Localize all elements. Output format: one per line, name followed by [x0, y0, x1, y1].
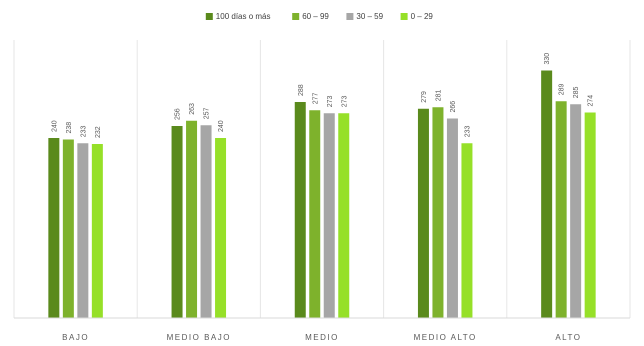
category-labels: BAJO MEDIO BAJO MEDIO MEDIO ALTO ALTO	[62, 333, 581, 342]
bar-medio-bajo-100-dias-o-mas	[171, 126, 183, 318]
bar-alto-30-59	[570, 104, 582, 318]
bar-alto-60-99	[555, 101, 567, 318]
data-label: 240	[218, 120, 225, 132]
category-separators	[13, 40, 631, 318]
data-label: 233	[80, 125, 87, 137]
legend-swatch	[205, 13, 213, 20]
legend-item-60-99: 60 – 99	[292, 12, 329, 21]
legend-label: 0 – 29	[411, 12, 434, 21]
data-label: 240	[51, 120, 58, 132]
bar-medio-bajo-30-59	[200, 125, 212, 318]
bar-medio-100-dias-o-mas	[294, 102, 306, 318]
data-label: 238	[66, 122, 73, 134]
data-label: 257	[204, 107, 211, 119]
category-label-medio-alto: MEDIO ALTO	[414, 333, 477, 342]
bar-alto-100-dias-o-mas	[541, 70, 553, 318]
data-label: 288	[298, 84, 305, 96]
legend-swatch	[400, 13, 408, 20]
category-label-bajo: BAJO	[62, 333, 89, 342]
data-labels: 240 238 233 232 256 263 257 240 288 277 273 273 279 2…	[51, 53, 594, 138]
legend-label: 60 – 99	[302, 12, 329, 21]
data-label: 289	[559, 83, 566, 95]
data-label: 330	[544, 53, 551, 65]
bar-medio-alto-60-99	[432, 107, 444, 318]
data-label: 256	[175, 108, 182, 120]
bar-medio-bajo-0-29	[215, 138, 227, 318]
data-label: 232	[95, 126, 102, 138]
bar-bajo-100-dias-o-mas	[48, 138, 60, 318]
legend-item-100-dias-o-mas: 100 días o más	[205, 12, 271, 21]
bar-medio-60-99	[309, 110, 321, 318]
data-label: 285	[573, 86, 580, 98]
category-label-medio: MEDIO	[305, 333, 339, 342]
legend-label: 30 – 59	[356, 12, 383, 21]
category-label-alto: ALTO	[555, 333, 581, 342]
data-label: 273	[327, 95, 334, 107]
bar-medio-alto-100-dias-o-mas	[417, 108, 429, 318]
legend-label: 100 días o más	[216, 12, 271, 21]
bar-medio-alto-0-29	[461, 143, 473, 318]
data-label: 277	[312, 92, 319, 104]
bar-medio-0-29	[338, 113, 350, 318]
data-label: 233	[464, 125, 471, 137]
legend-item-30-59: 30 – 59	[346, 12, 384, 21]
data-label: 266	[450, 101, 457, 113]
bar-medio-alto-30-59	[446, 118, 458, 318]
bars	[48, 70, 596, 318]
legend-swatch	[292, 13, 300, 20]
bar-bajo-0-29	[91, 144, 103, 318]
data-label: 274	[588, 95, 595, 107]
legend-swatch	[346, 13, 354, 20]
legend-item-0-29: 0 – 29	[400, 12, 434, 21]
data-label: 281	[435, 89, 442, 101]
bar-medio-30-59	[323, 113, 335, 318]
data-label: 279	[421, 91, 428, 103]
category-label-medio-bajo: MEDIO BAJO	[167, 333, 231, 342]
legend: 100 días o más 60 – 99 30 – 59 0 – 29	[205, 12, 434, 21]
data-label: 273	[341, 95, 348, 107]
bar-medio-bajo-60-99	[186, 120, 198, 318]
data-label: 263	[189, 103, 196, 115]
bar-bajo-30-59	[77, 143, 89, 318]
bar-bajo-60-99	[62, 139, 74, 318]
bar-alto-0-29	[584, 112, 596, 318]
